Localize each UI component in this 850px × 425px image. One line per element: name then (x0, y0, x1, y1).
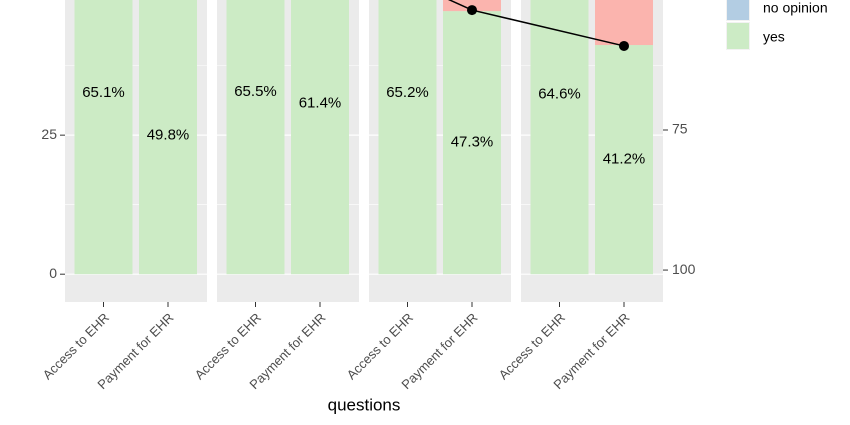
x-tick-label: Access to EHR (496, 310, 568, 382)
y2-tick-label: 100 (672, 261, 696, 277)
y-tick-label: 25 (41, 126, 57, 142)
bar-segment (595, 0, 653, 46)
legend-swatch (727, 0, 749, 20)
line-point (467, 5, 477, 16)
x-tick-label: Access to EHR (344, 310, 416, 382)
line-point (619, 40, 629, 51)
legend-swatch (727, 23, 749, 49)
data-label: 41.2% (603, 151, 646, 168)
bar-segment (378, 0, 437, 275)
line-layer (447, 0, 629, 51)
x-axis-title: questions (328, 395, 401, 414)
x-tick-label: Access to EHR (192, 310, 264, 382)
data-label: 65.1% (82, 84, 125, 101)
bars (74, 0, 653, 275)
legend-label: yes (763, 29, 785, 45)
x-tick-label: Access to EHR (40, 310, 112, 382)
bar-segment (595, 45, 653, 275)
bar-segment (443, 11, 501, 275)
data-label: 49.8% (147, 127, 190, 144)
bar-segment (291, 0, 349, 275)
y-tick-label: 50 (41, 0, 57, 3)
bar-segment (74, 0, 133, 275)
data-label: 64.6% (538, 86, 581, 103)
data-label: 61.4% (299, 94, 342, 111)
data-label: 47.3% (451, 134, 494, 151)
data-label: 65.2% (386, 84, 429, 101)
data-label: 65.5% (234, 83, 277, 100)
y-tick-label: 0 (49, 265, 57, 281)
bar-segment (530, 0, 589, 275)
bar-segment (226, 0, 285, 275)
bar-segment (139, 0, 197, 275)
y2-tick-label: 75 (672, 121, 688, 137)
legend-label: no opinion (763, 0, 828, 16)
